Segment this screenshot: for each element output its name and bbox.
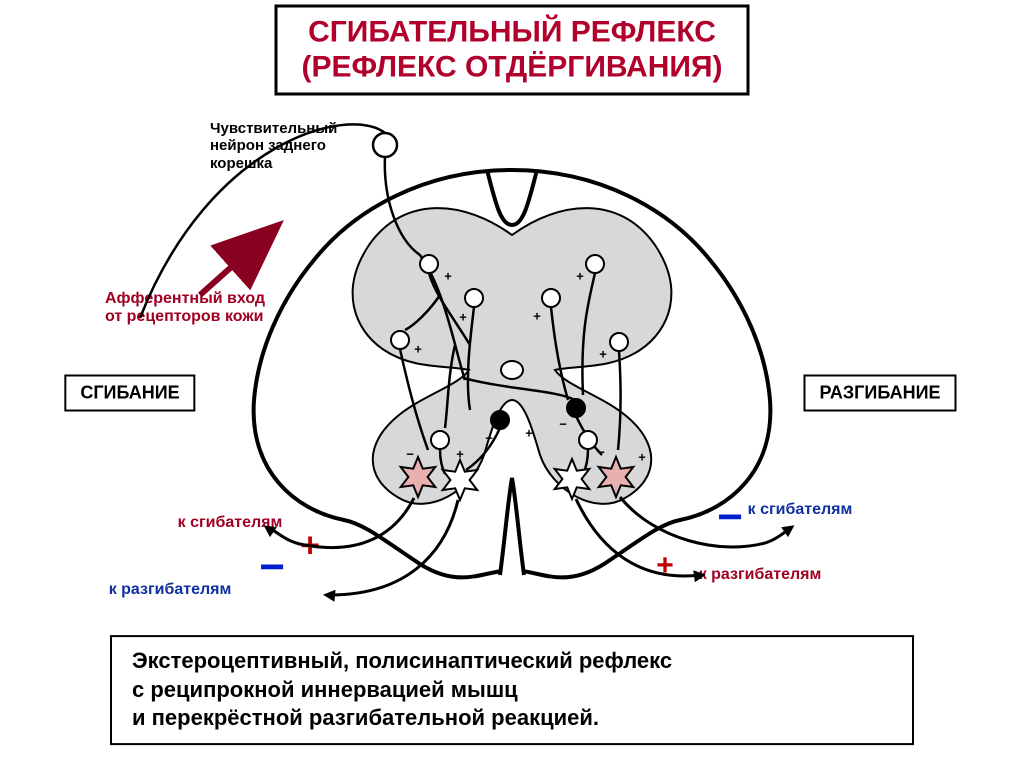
svg-text:+: + xyxy=(638,449,646,464)
svg-text:−: − xyxy=(597,444,605,459)
svg-text:−: − xyxy=(485,430,493,445)
svg-text:+: + xyxy=(599,346,607,361)
spinal-cord-diagram: + + + + + + − − + + − + − xyxy=(0,0,1024,768)
diagram-canvas: СГИБАТЕЛЬНЫЙ РЕФЛЕКС (РЕФЛЕКС ОТДЁРГИВАН… xyxy=(0,0,1024,768)
svg-text:+: + xyxy=(456,446,464,461)
svg-text:+: + xyxy=(576,268,584,283)
svg-text:+: + xyxy=(414,341,422,356)
svg-text:+: + xyxy=(459,309,467,324)
svg-text:−: − xyxy=(559,416,567,431)
svg-text:−: − xyxy=(406,446,414,461)
svg-text:+: + xyxy=(525,425,533,440)
svg-text:+: + xyxy=(533,308,541,323)
svg-text:+: + xyxy=(444,268,452,283)
